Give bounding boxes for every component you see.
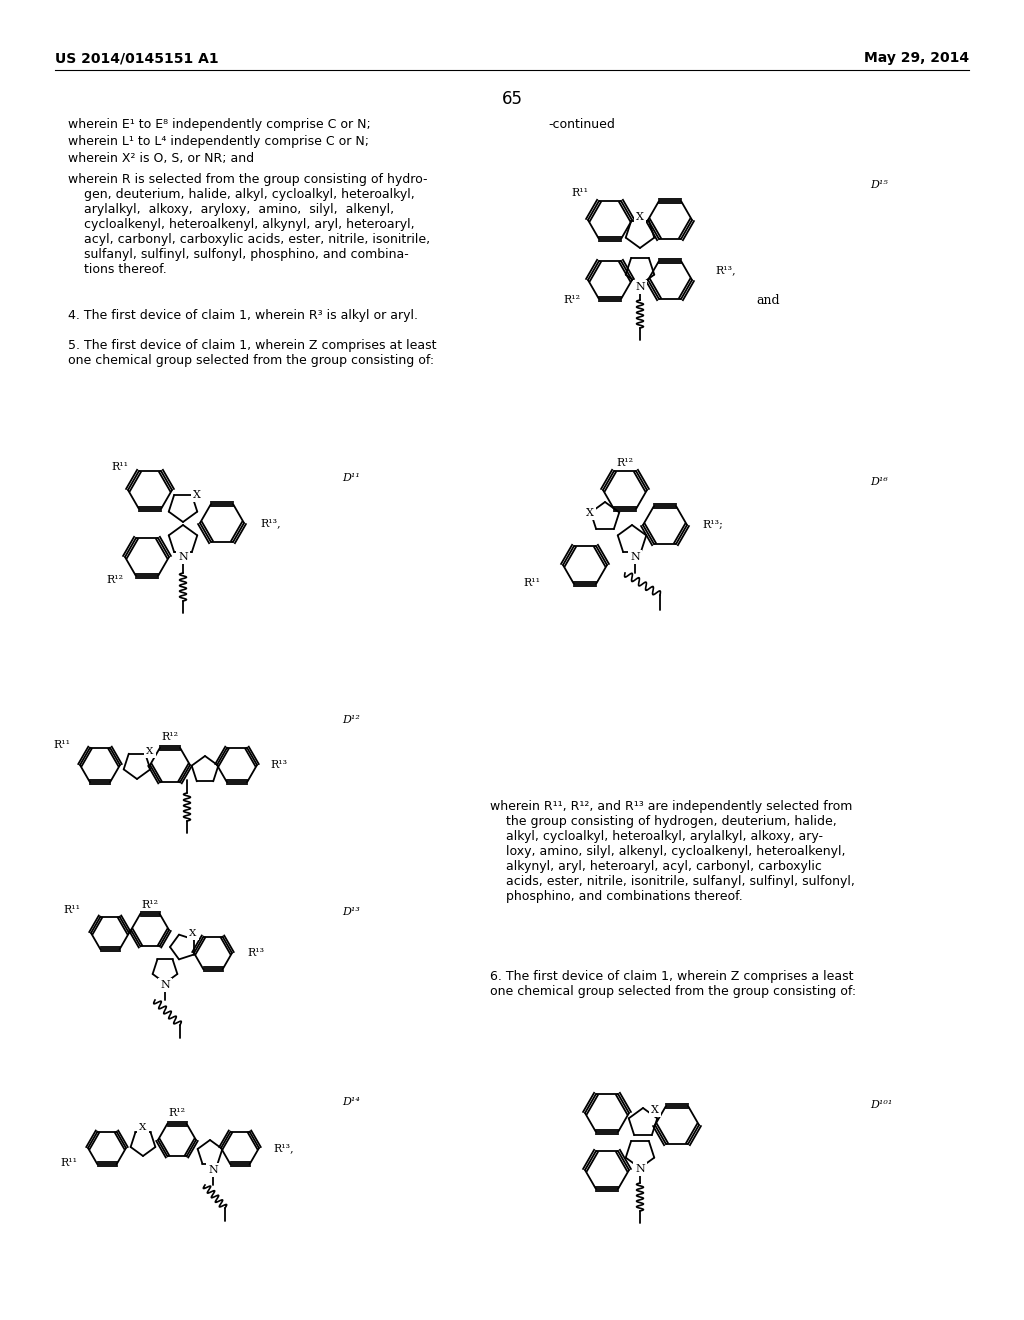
Text: R¹³,: R¹³,: [715, 265, 735, 275]
Text: D¹¹: D¹¹: [342, 473, 359, 483]
Text: US 2014/0145151 A1: US 2014/0145151 A1: [55, 51, 219, 65]
Text: wherein X² is O, S, or NR; and: wherein X² is O, S, or NR; and: [68, 152, 254, 165]
Text: R¹¹: R¹¹: [60, 1158, 77, 1168]
Text: 5. The first device of claim 1, wherein Z comprises at least
one chemical group : 5. The first device of claim 1, wherein …: [68, 339, 436, 367]
Text: R¹³,: R¹³,: [273, 1143, 294, 1152]
Text: X: X: [139, 1123, 146, 1133]
Text: May 29, 2014: May 29, 2014: [864, 51, 969, 65]
Text: D¹⁴: D¹⁴: [342, 1097, 359, 1107]
Text: R¹³,: R¹³,: [260, 517, 281, 528]
Text: D¹⁰¹: D¹⁰¹: [870, 1100, 892, 1110]
Text: R¹²: R¹²: [162, 733, 178, 742]
Text: X: X: [586, 508, 594, 517]
Text: R¹¹: R¹¹: [63, 906, 80, 915]
Text: R¹³;: R¹³;: [702, 520, 723, 531]
Text: N: N: [630, 552, 640, 562]
Text: N: N: [160, 979, 170, 990]
Text: wherein R¹¹, R¹², and R¹³ are independently selected from
    the group consisti: wherein R¹¹, R¹², and R¹³ are independen…: [490, 800, 855, 903]
Text: R¹³: R¹³: [270, 760, 287, 770]
Text: R¹¹: R¹¹: [112, 462, 128, 473]
Text: 4. The first device of claim 1, wherein R³ is alkyl or aryl.: 4. The first device of claim 1, wherein …: [68, 309, 418, 322]
Text: R¹²: R¹²: [141, 900, 159, 909]
Text: and: and: [756, 293, 779, 306]
Text: N: N: [635, 282, 645, 292]
Text: X: X: [194, 490, 201, 500]
Text: D¹⁵: D¹⁵: [870, 180, 888, 190]
Text: R¹²: R¹²: [563, 294, 581, 305]
Text: R¹²: R¹²: [616, 458, 634, 469]
Text: R¹²: R¹²: [106, 576, 124, 585]
Text: R¹³: R¹³: [247, 948, 264, 958]
Text: wherein E¹ to E⁸ independently comprise C or N;: wherein E¹ to E⁸ independently comprise …: [68, 117, 371, 131]
Text: N: N: [208, 1166, 218, 1175]
Text: D¹⁶: D¹⁶: [870, 477, 888, 487]
Text: R¹¹: R¹¹: [53, 741, 70, 750]
Text: R¹¹: R¹¹: [571, 187, 589, 198]
Text: N: N: [178, 552, 187, 562]
Text: 6. The first device of claim 1, wherein Z comprises a least
one chemical group s: 6. The first device of claim 1, wherein …: [490, 970, 856, 998]
Text: wherein L¹ to L⁴ independently comprise C or N;: wherein L¹ to L⁴ independently comprise …: [68, 135, 369, 148]
Text: X: X: [146, 747, 154, 755]
Text: wherein R is selected from the group consisting of hydro-
    gen, deuterium, ha: wherein R is selected from the group con…: [68, 173, 430, 276]
Text: R¹¹: R¹¹: [523, 578, 540, 587]
Text: -continued: -continued: [548, 117, 614, 131]
Text: D¹³: D¹³: [342, 907, 359, 917]
Text: D¹²: D¹²: [342, 715, 359, 725]
Text: X: X: [189, 928, 197, 937]
Text: R¹²: R¹²: [168, 1107, 185, 1118]
Text: 65: 65: [502, 90, 522, 108]
Text: X: X: [651, 1105, 658, 1115]
Text: N: N: [635, 1164, 645, 1173]
Text: X: X: [636, 213, 644, 222]
